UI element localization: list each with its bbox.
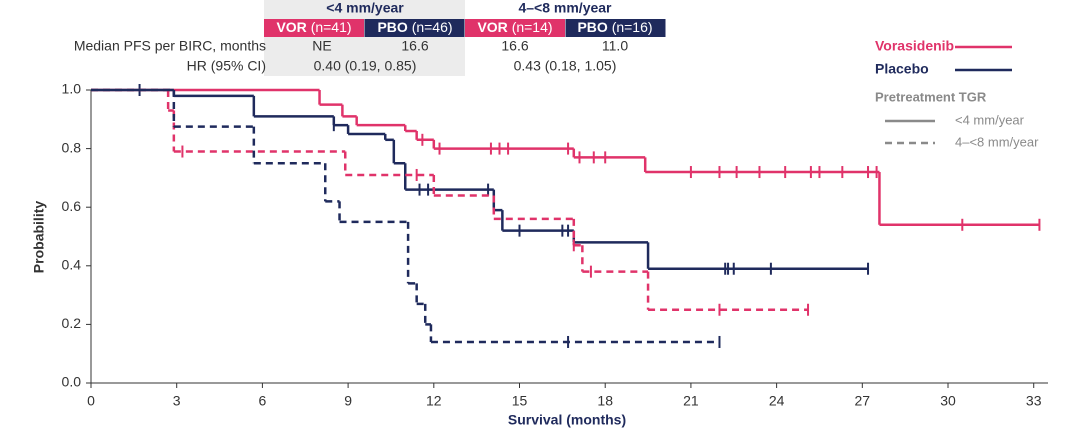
- y-tick-label: 0.8: [62, 139, 82, 155]
- arm-header: PBO (n=46): [377, 19, 452, 35]
- x-tick-label: 0: [87, 393, 95, 409]
- x-tick-label: 12: [426, 393, 442, 409]
- arm-name: PBO: [377, 19, 407, 35]
- group-header: <4 mm/year: [326, 0, 404, 16]
- arm-header: PBO (n=16): [577, 19, 652, 35]
- y-tick-label: 1.0: [62, 81, 82, 97]
- x-tick-label: 30: [940, 393, 956, 409]
- arm-cell: [465, 19, 565, 37]
- x-tick-label: 15: [512, 393, 528, 409]
- arm-header: VOR (n=14): [477, 19, 552, 35]
- x-tick-label: 9: [344, 393, 352, 409]
- legend-label: Vorasidenib: [875, 38, 954, 54]
- y-tick-label: 0.6: [62, 198, 82, 214]
- x-tick-label: 33: [1026, 393, 1042, 409]
- y-tick-label: 0.0: [62, 374, 82, 390]
- arm-header: VOR (n=41): [276, 19, 351, 35]
- legend-label: 4–<8 mm/year: [955, 134, 1039, 149]
- hr-value: 0.43 (0.18, 1.05): [514, 58, 617, 74]
- arm-n: (n=16): [612, 19, 653, 35]
- table-highlight: [264, 0, 465, 76]
- median-value: 16.6: [401, 38, 428, 54]
- x-tick-label: 6: [259, 393, 267, 409]
- x-tick-label: 21: [683, 393, 699, 409]
- arm-name: VOR: [276, 19, 306, 35]
- legend-label: Placebo: [875, 61, 929, 77]
- arm-cell: [264, 19, 364, 37]
- x-axis-label: Survival (months): [508, 412, 626, 428]
- median-value: NE: [312, 38, 331, 54]
- x-tick-label: 18: [597, 393, 613, 409]
- arm-cell: [364, 19, 465, 37]
- group-header: 4–<8 mm/year: [518, 0, 612, 16]
- median-value: 11.0: [602, 38, 628, 54]
- arm-n: (n=14): [512, 19, 553, 35]
- row-label: HR (95% CI): [187, 58, 266, 74]
- row-label: Median PFS per BIRC, months: [74, 38, 266, 54]
- arm-name: PBO: [577, 19, 607, 35]
- arm-n: (n=41): [311, 19, 352, 35]
- y-tick-label: 0.4: [62, 257, 82, 273]
- legend-title: Pretreatment TGR: [875, 89, 987, 104]
- y-tick-label: 0.2: [62, 315, 82, 331]
- x-tick-label: 24: [769, 393, 785, 409]
- median-value: 16.6: [501, 38, 528, 54]
- arm-cell: [565, 19, 666, 37]
- x-tick-label: 3: [173, 393, 181, 409]
- arm-name: VOR: [477, 19, 507, 35]
- y-axis-label: Probability: [31, 201, 47, 274]
- hr-value: 0.40 (0.19, 0.85): [314, 58, 417, 74]
- arm-n: (n=46): [412, 19, 453, 35]
- legend-label: <4 mm/year: [955, 112, 1025, 127]
- x-tick-label: 27: [855, 393, 871, 409]
